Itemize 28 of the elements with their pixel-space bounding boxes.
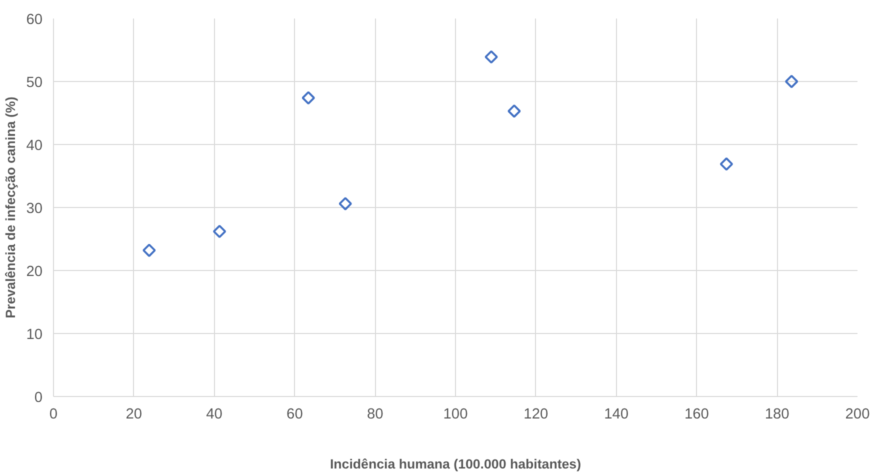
point	[142, 244, 156, 257]
y-tick-label: 50	[26, 75, 43, 91]
x-tick-label: 100	[443, 406, 468, 422]
y-tick-label: 10	[26, 327, 43, 343]
point	[484, 50, 498, 64]
x-tick-label: 140	[604, 406, 629, 422]
y-tick-label: 20	[26, 264, 43, 280]
x-tick-label: 80	[366, 406, 384, 422]
x-tick-label: 0	[49, 406, 58, 422]
y-tick-label: 0	[34, 390, 43, 406]
y-tick-label: 30	[26, 201, 43, 217]
point	[338, 197, 352, 210]
x-tick-label: 60	[286, 406, 303, 422]
x-tick-label: 40	[206, 406, 222, 422]
y-tick-label: 60	[26, 12, 43, 28]
point	[212, 224, 226, 238]
x-tick-label: 120	[524, 406, 548, 422]
y-axis-title: Prevalência de infecção canina (%)	[3, 96, 18, 318]
x-axis-title: Incidência humana (100.000 habitantes)	[330, 456, 582, 472]
point	[508, 104, 521, 118]
point	[784, 74, 798, 88]
point	[302, 91, 316, 105]
point	[720, 157, 734, 171]
x-tick-label: 160	[684, 406, 709, 422]
x-tick-label: 180	[764, 406, 790, 422]
x-tick-label: 200	[845, 406, 870, 422]
y-tick-label: 40	[26, 138, 43, 154]
x-tick-label: 20	[126, 406, 142, 422]
